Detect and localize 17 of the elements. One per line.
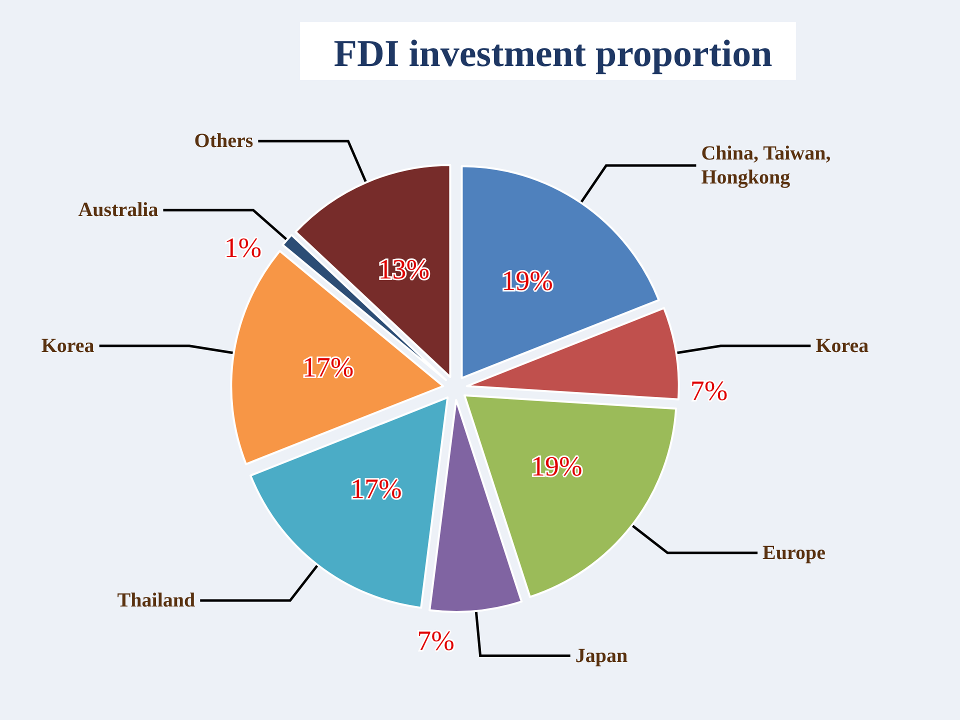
slice-label: Others [194,130,254,152]
chart-title: FDI investment proportion [334,33,772,75]
slice-label: Europe [762,542,826,564]
data-label: 7% [417,626,454,657]
data-label: 1% [224,232,262,264]
slice-label: Korea [41,334,94,357]
slice-label: China, Taiwan, Hongkong [701,142,836,189]
data-label: 17% [302,352,354,384]
data-label: 19% [530,451,582,482]
data-label: 13% [378,254,430,286]
slice-label: Thailand [117,590,196,612]
slice-label: Korea [816,334,869,357]
data-label: 19% [502,266,553,298]
slice-label: Australia [78,199,158,222]
data-label: 7% [690,376,728,407]
data-label: 17% [350,474,402,506]
slice-label: Japan [575,644,628,667]
